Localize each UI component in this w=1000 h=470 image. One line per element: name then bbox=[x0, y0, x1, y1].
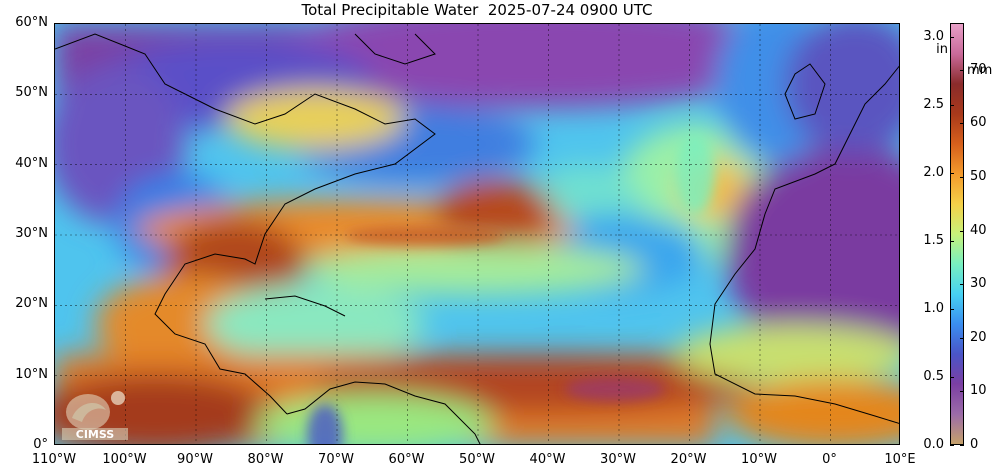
latitude-label: 10°N bbox=[15, 366, 48, 382]
colorbar bbox=[950, 23, 964, 445]
longitude-label: 10°E bbox=[884, 452, 916, 467]
longitude-label: 80°W bbox=[247, 452, 284, 467]
map-title: Total Precipitable Water 2025-07-24 0900… bbox=[301, 1, 653, 19]
longitude-label: 20°W bbox=[670, 452, 707, 467]
latitude-label: 60°N bbox=[15, 15, 48, 30]
colorbar-unit-mm: mm bbox=[967, 63, 993, 78]
longitude-label: 10°W bbox=[741, 452, 777, 467]
longitude-label: 60°W bbox=[388, 452, 425, 467]
colorbar-mm-label: 0 bbox=[970, 437, 979, 452]
colorbar-mm-tick bbox=[960, 337, 964, 339]
colorbar-inch-label: 1.0 bbox=[923, 300, 944, 316]
longitude-label: 90°W bbox=[177, 452, 213, 467]
colorbar-inch-tick bbox=[950, 36, 954, 38]
colorbar-inch-label: 2.0 bbox=[923, 164, 944, 180]
colorbar-mm-label: 70 bbox=[970, 61, 987, 77]
colorbar-inch-tick bbox=[950, 445, 954, 446]
longitude-label: 70°W bbox=[318, 452, 354, 467]
colorbar-mm-label: 10 bbox=[970, 383, 987, 399]
colorbar-inch-tick bbox=[950, 104, 954, 106]
colorbar-inch-label: 2.5 bbox=[923, 96, 944, 112]
latitude-label: 30°N bbox=[15, 226, 48, 241]
colorbar-inch-tick bbox=[950, 308, 954, 310]
longitude-label: 30°W bbox=[600, 452, 636, 467]
colorbar-mm-tick bbox=[960, 176, 964, 178]
cimss-logo: CIMSS bbox=[62, 391, 128, 441]
colorbar-unit-inches: in bbox=[936, 42, 948, 57]
longitude-label: 50°W bbox=[459, 452, 495, 467]
longitude-label: 100°W bbox=[102, 452, 147, 467]
colorbar-mm-label: 50 bbox=[970, 168, 987, 184]
colorbar-mm-label: 40 bbox=[970, 222, 987, 238]
colorbar-mm-label: 30 bbox=[970, 276, 987, 292]
colorbar-inch-tick bbox=[950, 172, 954, 174]
longitude-label: 110°W bbox=[31, 452, 77, 467]
colorbar-inch-tick bbox=[950, 240, 954, 242]
colorbar-mm-tick bbox=[960, 230, 964, 232]
colorbar-mm-label: 60 bbox=[970, 115, 987, 131]
colorbar-mm-tick bbox=[960, 445, 964, 446]
longitude-label: 0° bbox=[822, 452, 837, 467]
colorbar-inch-label: 0.5 bbox=[923, 368, 944, 384]
tpw-map[interactable] bbox=[54, 23, 900, 445]
tpw-field bbox=[55, 24, 899, 444]
logo-text: CIMSS bbox=[76, 428, 115, 441]
colorbar-inch-label: 3.0 bbox=[923, 28, 944, 44]
colorbar-inch-label: 0.0 bbox=[923, 437, 944, 452]
colorbar-mm-label: 20 bbox=[970, 329, 987, 345]
latitude-label: 20°N bbox=[15, 296, 48, 312]
latitude-label: 40°N bbox=[15, 155, 48, 171]
coastlines bbox=[55, 33, 899, 444]
colorbar-mm-tick bbox=[960, 123, 964, 125]
colorbar-mm-tick bbox=[960, 284, 964, 286]
latitude-label: 50°N bbox=[15, 85, 48, 101]
colorbar-mm-tick bbox=[960, 391, 964, 393]
longitude-label: 40°W bbox=[529, 452, 566, 467]
colorbar-inch-tick bbox=[950, 376, 954, 378]
colorbar-inch-label: 1.5 bbox=[923, 232, 944, 248]
colorbar-mm-tick bbox=[960, 69, 964, 71]
latitude-label: 0° bbox=[33, 437, 48, 452]
